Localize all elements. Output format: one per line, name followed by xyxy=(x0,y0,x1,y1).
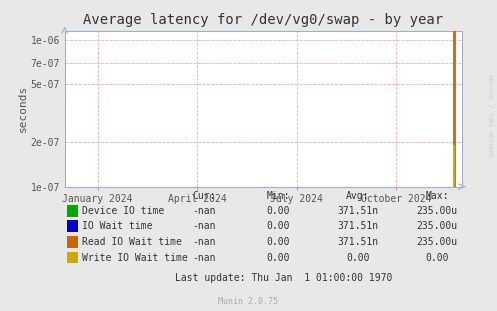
Text: Last update: Thu Jan  1 01:00:00 1970: Last update: Thu Jan 1 01:00:00 1970 xyxy=(174,273,392,283)
Text: -nan: -nan xyxy=(192,221,216,231)
Title: Average latency for /dev/vg0/swap - by year: Average latency for /dev/vg0/swap - by y… xyxy=(83,13,443,27)
Text: Device IO time: Device IO time xyxy=(82,206,164,216)
Text: 0.00: 0.00 xyxy=(425,253,449,262)
Text: 235.00u: 235.00u xyxy=(417,237,458,247)
Y-axis label: seconds: seconds xyxy=(17,85,28,132)
Text: 0.00: 0.00 xyxy=(346,253,370,262)
Text: 371.51n: 371.51n xyxy=(337,221,378,231)
Text: Max:: Max: xyxy=(425,191,449,201)
Text: 0.00: 0.00 xyxy=(266,221,290,231)
Text: 235.00u: 235.00u xyxy=(417,221,458,231)
Text: Write IO Wait time: Write IO Wait time xyxy=(82,253,188,262)
Text: Avg:: Avg: xyxy=(346,191,370,201)
Text: Read IO Wait time: Read IO Wait time xyxy=(82,237,182,247)
Text: Cur:: Cur: xyxy=(192,191,216,201)
Text: -nan: -nan xyxy=(192,253,216,262)
Text: 0.00: 0.00 xyxy=(266,206,290,216)
Text: 371.51n: 371.51n xyxy=(337,206,378,216)
Text: -nan: -nan xyxy=(192,237,216,247)
Text: 235.00u: 235.00u xyxy=(417,206,458,216)
Text: Munin 2.0.75: Munin 2.0.75 xyxy=(219,297,278,306)
Text: 371.51n: 371.51n xyxy=(337,237,378,247)
Text: 0.00: 0.00 xyxy=(266,253,290,262)
Text: IO Wait time: IO Wait time xyxy=(82,221,153,231)
Text: Min:: Min: xyxy=(266,191,290,201)
Text: 0.00: 0.00 xyxy=(266,237,290,247)
Text: -nan: -nan xyxy=(192,206,216,216)
Text: RRDTOOL / TOBI OETIKER: RRDTOOL / TOBI OETIKER xyxy=(487,74,492,156)
